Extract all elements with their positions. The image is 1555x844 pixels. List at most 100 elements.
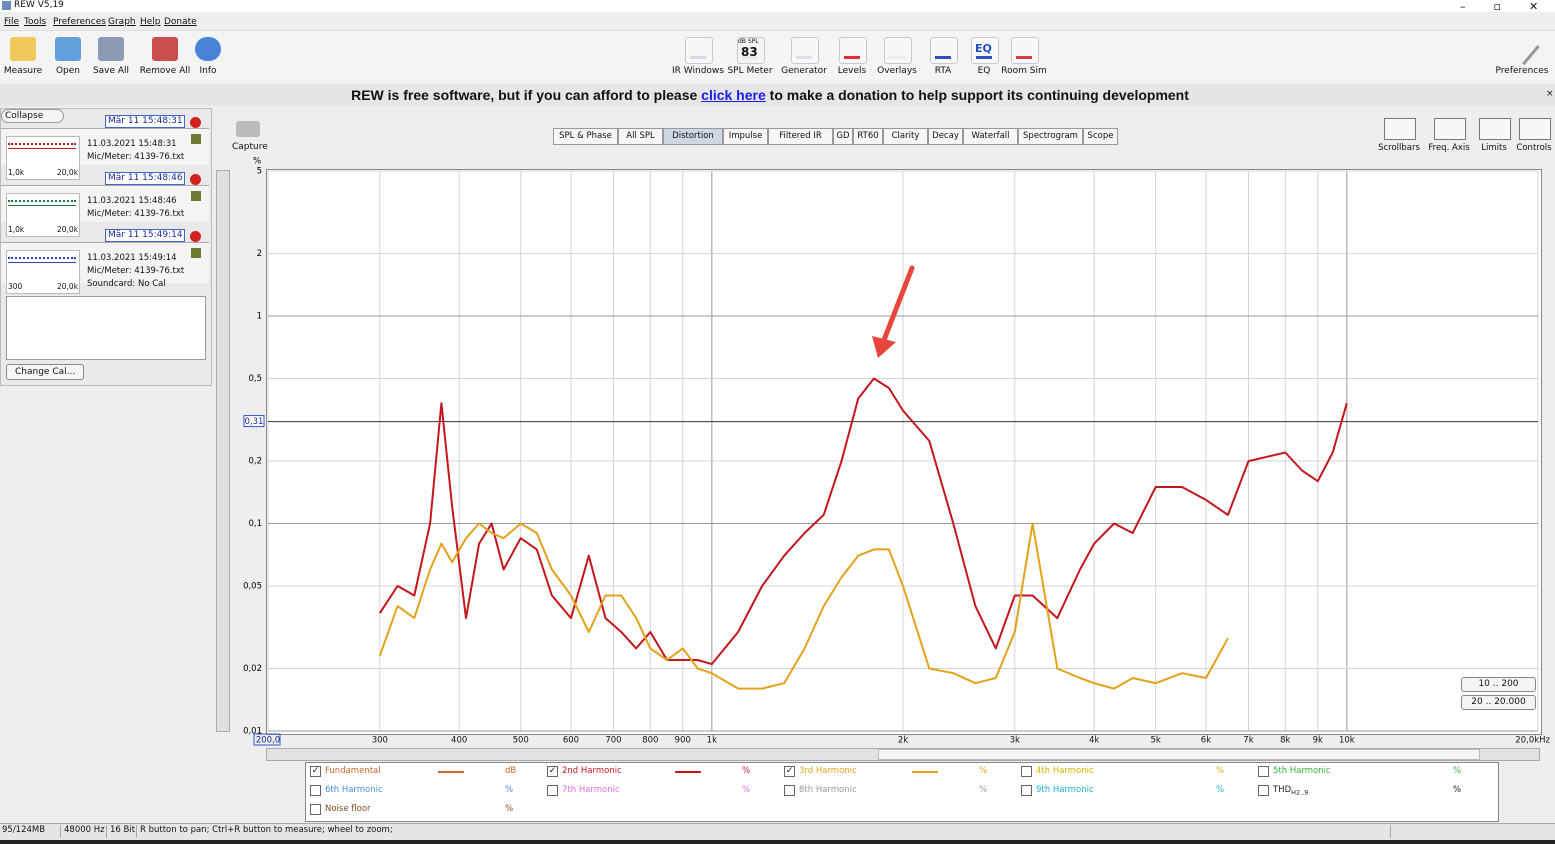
measurement-mic: Mic/Meter: 4139-76.txt <box>87 152 185 162</box>
graph-tab[interactable]: Impulse <box>723 128 768 145</box>
toolbar-label[interactable]: Info <box>199 66 217 76</box>
donate-link[interactable]: click here <box>701 87 766 103</box>
x-tick-label: 600 <box>563 736 579 746</box>
legend-checkbox[interactable] <box>1258 766 1269 777</box>
status-field: 95/124MB <box>0 825 61 838</box>
toolbar-icon[interactable] <box>839 37 867 64</box>
graph-tab[interactable]: Clarity <box>883 128 928 145</box>
graph-control-label[interactable]: Freq. Axis <box>1428 143 1470 153</box>
toolbar-icon[interactable] <box>737 37 765 64</box>
thumbnail-trace <box>8 257 76 263</box>
toolbar-label[interactable]: Preferences <box>1495 66 1549 76</box>
graph-control-icon[interactable] <box>1384 118 1416 140</box>
graph-control-label[interactable]: Controls <box>1516 143 1552 153</box>
toolbar-icon[interactable] <box>10 37 36 61</box>
legend-name[interactable]: Noise floor <box>325 804 371 814</box>
legend-checkbox[interactable]: ✓ <box>784 766 795 777</box>
toolbar-label[interactable]: RTA <box>934 66 952 76</box>
h-scroll-thumb[interactable] <box>878 749 1480 760</box>
toolbar-label[interactable]: SPL Meter <box>727 66 773 76</box>
toolbar-label[interactable]: Remove All <box>139 66 191 76</box>
measurement-name[interactable]: Mär 11 15:48:46 <box>105 172 185 185</box>
remove-icon[interactable] <box>190 231 201 242</box>
graph-tab[interactable]: Scope <box>1083 128 1118 145</box>
toolbar-icon[interactable] <box>152 37 178 61</box>
menu-item[interactable]: File <box>4 17 20 27</box>
toolbar-label[interactable]: Levels <box>837 66 867 76</box>
toolbar-label[interactable]: Measure <box>3 66 43 76</box>
menu-item[interactable]: Help <box>140 17 161 27</box>
legend-name[interactable]: 5th Harmonic <box>1273 766 1331 776</box>
legend-name[interactable]: 9th Harmonic <box>1036 785 1094 795</box>
menu-item[interactable]: Graph <box>108 17 136 27</box>
collapse-button[interactable]: Collapse <box>1 109 65 123</box>
legend-checkbox[interactable] <box>1021 785 1032 796</box>
graph-tab[interactable]: Distortion <box>663 128 723 145</box>
toolbar-label[interactable]: IR Windows <box>672 66 724 76</box>
edit-icon[interactable] <box>191 134 201 144</box>
toolbar-label[interactable]: Open <box>55 66 81 76</box>
toolbar-label[interactable]: Save All <box>92 66 130 76</box>
remove-icon[interactable] <box>190 117 201 128</box>
legend-checkbox[interactable] <box>310 785 321 796</box>
legend-checkbox[interactable] <box>547 785 558 796</box>
legend-name[interactable]: 4th Harmonic <box>1036 766 1094 776</box>
toolbar-icon-glyph <box>796 44 812 59</box>
graph-tab[interactable]: GD <box>833 128 853 145</box>
toolbar-icon[interactable] <box>98 37 124 61</box>
notes-box[interactable] <box>6 296 206 360</box>
legend-checkbox[interactable]: ✓ <box>547 766 558 777</box>
graph-control-icon[interactable] <box>1519 118 1551 140</box>
graph-tab[interactable]: RT60 <box>853 128 883 145</box>
toolbar-icon[interactable] <box>195 37 221 61</box>
graph-control-label[interactable]: Scrollbars <box>1378 143 1420 153</box>
graph-tab[interactable]: Spectrogram <box>1018 128 1083 145</box>
graph-tab[interactable]: SPL & Phase <box>553 128 618 145</box>
graph-tab[interactable]: Filtered IR <box>768 128 833 145</box>
legend-checkbox[interactable] <box>784 785 795 796</box>
legend-checkbox[interactable] <box>1021 766 1032 777</box>
legend-name[interactable]: 2nd Harmonic <box>562 766 622 776</box>
capture-label[interactable]: Capture <box>232 142 268 152</box>
legend-checkbox[interactable] <box>310 804 321 815</box>
legend-name[interactable]: 6th Harmonic <box>325 785 383 795</box>
remove-icon[interactable] <box>190 174 201 185</box>
menu-item[interactable]: Tools <box>24 17 47 27</box>
banner-close[interactable]: × <box>1546 89 1554 99</box>
legend-name[interactable]: Fundamental <box>325 766 381 776</box>
panel-scrollbar[interactable] <box>216 170 230 732</box>
graph-tab[interactable]: All SPL <box>618 128 663 145</box>
graph-control-label[interactable]: Limits <box>1481 143 1507 153</box>
toolbar-icon[interactable] <box>685 37 713 64</box>
toolbar-icon[interactable] <box>1011 37 1039 64</box>
toolbar-icon[interactable] <box>791 37 819 64</box>
toolbar-label[interactable]: EQ <box>977 66 991 76</box>
window-controls[interactable]: –▫✕ <box>1460 0 1538 13</box>
range-button[interactable]: 10 .. 200 <box>1461 677 1536 692</box>
legend-name[interactable]: 7th Harmonic <box>562 785 620 795</box>
capture-icon[interactable] <box>236 121 260 137</box>
graph-tab[interactable]: Waterfall <box>963 128 1018 145</box>
graph-control-icon[interactable] <box>1434 118 1466 140</box>
menu-item[interactable]: Preferences <box>53 17 106 27</box>
toolbar-icon[interactable] <box>55 37 81 61</box>
legend-name[interactable]: 3rd Harmonic <box>799 766 857 776</box>
toolbar-icon[interactable] <box>930 37 958 64</box>
toolbar-label[interactable]: Overlays <box>877 66 917 76</box>
range-button[interactable]: 20 .. 20.000 <box>1461 695 1536 710</box>
graph-control-icon[interactable] <box>1479 118 1511 140</box>
measurement-name[interactable]: Mär 11 15:49:14 <box>105 229 185 242</box>
legend-name[interactable]: THDH2..9 <box>1273 785 1309 797</box>
toolbar-icon[interactable] <box>884 37 912 64</box>
change-cal-button[interactable]: Change Cal... <box>6 364 85 380</box>
legend-name[interactable]: 8th Harmonic <box>799 785 857 795</box>
edit-icon[interactable] <box>191 191 201 201</box>
edit-icon[interactable] <box>191 248 201 258</box>
graph-tab[interactable]: Decay <box>928 128 963 145</box>
legend-checkbox[interactable] <box>1258 785 1269 796</box>
toolbar-label[interactable]: Room Sim <box>1001 66 1047 76</box>
measurement-name[interactable]: Mär 11 15:48:31 <box>105 115 185 128</box>
menu-item[interactable]: Donate <box>164 17 197 27</box>
toolbar-label[interactable]: Generator <box>781 66 827 76</box>
legend-checkbox[interactable]: ✓ <box>310 766 321 777</box>
